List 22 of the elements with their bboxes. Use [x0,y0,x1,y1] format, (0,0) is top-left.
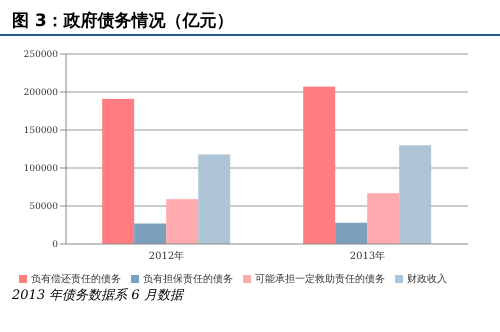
bar [367,193,400,244]
bar [134,223,166,244]
y-tick-label: 50000 [29,202,58,212]
legend-label: 负有担保责任的债务 [143,274,233,285]
bar [198,154,230,244]
bar [399,145,432,244]
y-tick-label: 0 [52,240,58,250]
y-tick-label: 200000 [24,88,58,98]
y-tick-label: 100000 [24,164,58,174]
legend-label: 可能承担一定救助责任的债务 [255,274,385,285]
legend-label: 负有偿还责任的债务 [31,274,121,285]
legend-label: 财政收入 [407,274,447,285]
bar [102,98,134,244]
x-tick-label: 2012年 [148,250,184,262]
chart-title: 图 3：政府债务情况（亿元） [11,10,235,33]
x-tick-label: 2013年 [350,250,386,262]
bar [335,222,368,244]
y-tick-label: 150000 [24,126,58,136]
bar [166,199,198,244]
text: 2013 年债务数据系 6 月数据 [11,287,186,304]
y-tick-label: 250000 [24,50,58,60]
bar [303,86,336,244]
